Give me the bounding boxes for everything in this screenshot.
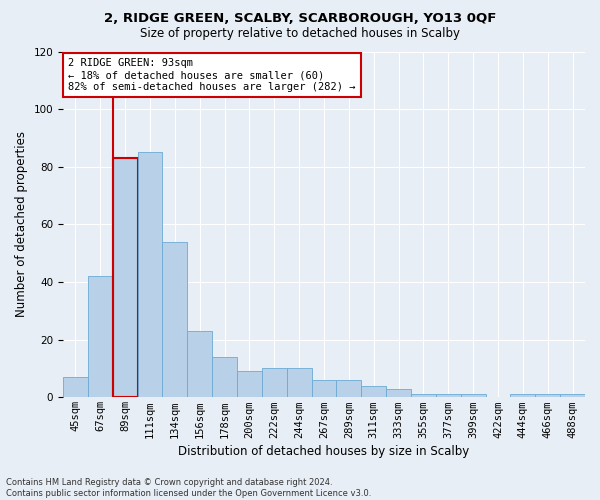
Bar (287, 368, 311, 398)
Bar (337, 380, 361, 398)
Text: Contains HM Land Registry data © Crown copyright and database right 2024.
Contai: Contains HM Land Registry data © Crown c… (6, 478, 371, 498)
Bar (187, 331, 212, 398)
Bar (237, 372, 262, 398)
Bar (262, 368, 287, 398)
Text: Size of property relative to detached houses in Scalby: Size of property relative to detached ho… (140, 28, 460, 40)
Bar (461, 394, 485, 398)
Text: 2 RIDGE GREEN: 93sqm
← 18% of detached houses are smaller (60)
82% of semi-detac: 2 RIDGE GREEN: 93sqm ← 18% of detached h… (68, 58, 356, 92)
Bar (88, 276, 113, 398)
Bar (560, 394, 585, 398)
Bar (411, 394, 436, 398)
Bar (535, 394, 560, 398)
Bar (386, 388, 411, 398)
X-axis label: Distribution of detached houses by size in Scalby: Distribution of detached houses by size … (178, 444, 470, 458)
Text: 2, RIDGE GREEN, SCALBY, SCARBOROUGH, YO13 0QF: 2, RIDGE GREEN, SCALBY, SCARBOROUGH, YO1… (104, 12, 496, 26)
Y-axis label: Number of detached properties: Number of detached properties (15, 132, 28, 318)
Bar (113, 158, 137, 398)
Bar (137, 152, 163, 398)
Bar (311, 380, 337, 398)
Bar (63, 377, 88, 398)
Bar (163, 242, 187, 398)
Bar (361, 386, 386, 398)
Bar (212, 357, 237, 398)
Bar (511, 394, 535, 398)
Bar (436, 394, 461, 398)
